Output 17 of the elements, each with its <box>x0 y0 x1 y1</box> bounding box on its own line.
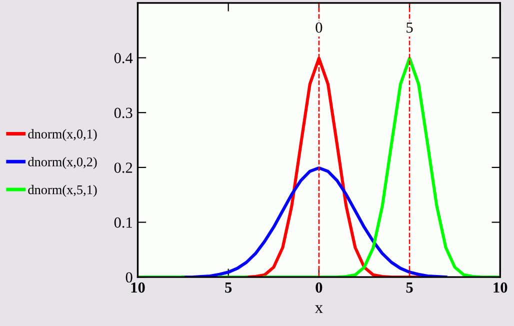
y-tick-label: 0.1 <box>114 217 132 228</box>
x-tick-label: 5 <box>406 282 413 293</box>
x-tick-label: 10 <box>494 282 508 293</box>
x-axis-title: x <box>314 305 323 313</box>
legend-label: dnorm(x,0,2) <box>28 157 97 170</box>
x-tick-label: 5 <box>225 282 232 293</box>
ref-line-label: 5 <box>406 22 413 33</box>
legend-label: dnorm(x,0,1) <box>28 129 97 142</box>
y-tick-label: 0.4 <box>114 52 133 64</box>
line-series <box>182 166 448 278</box>
x-tick-label: 0 <box>316 282 322 293</box>
y-tick-label: 0 <box>126 272 132 283</box>
y-tick-label: 0.2 <box>114 162 132 173</box>
ref-line-label: 0 <box>316 22 322 33</box>
y-tick-label: 0.3 <box>114 108 132 118</box>
x-tick-label: 10 <box>131 282 145 293</box>
legend-label: dnorm(x,5,1) <box>28 184 97 197</box>
